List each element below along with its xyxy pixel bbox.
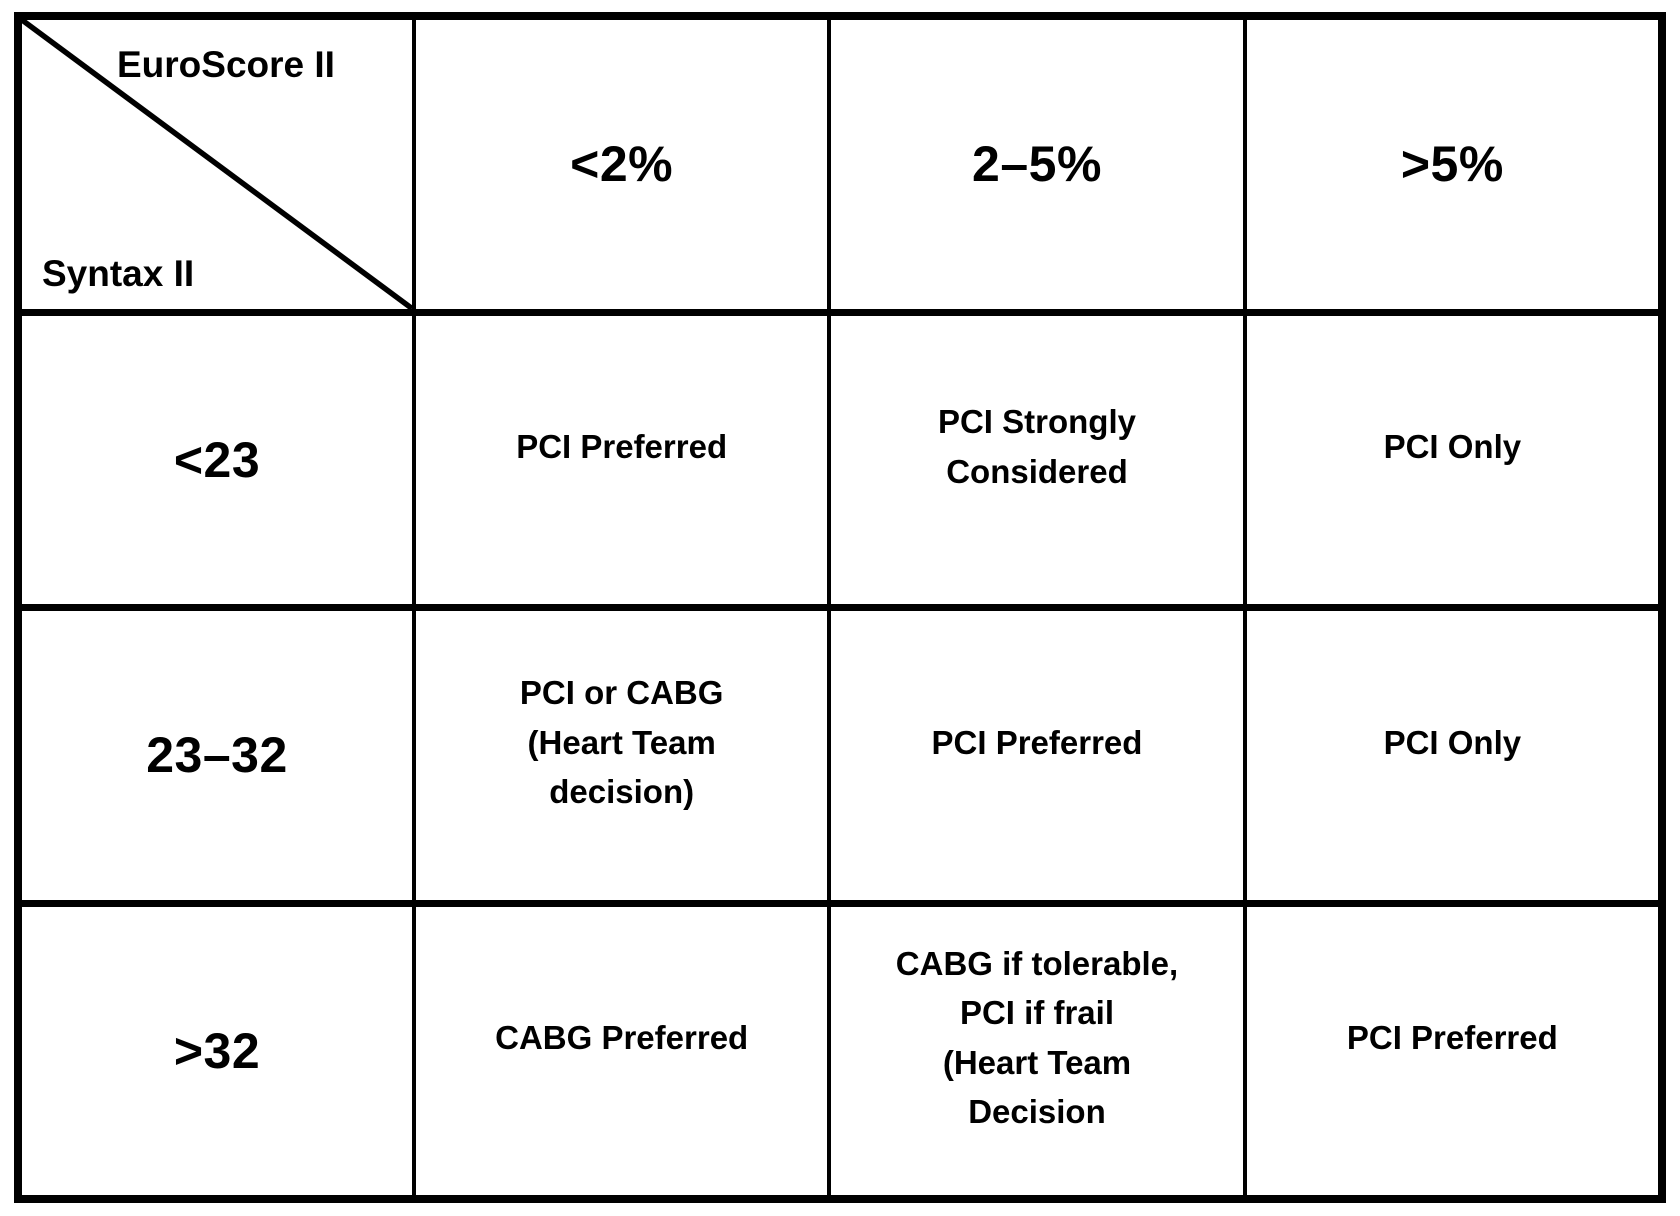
decision-cell-r3c3: PCI Preferred [1246,906,1658,1195]
column-header-2to5pct: 2–5% [831,20,1243,309]
column-header-lt2pct: <2% [416,20,828,309]
row-axis-title: Syntax II [42,252,195,294]
corner-cell: EuroScore II Syntax II [22,20,412,309]
decision-matrix-table: EuroScore II Syntax II <2% 2–5% >5% <23 … [14,12,1666,1203]
decision-cell-r2c2: PCI Preferred [831,611,1243,900]
decision-cell-r2c3: PCI Only [1246,611,1658,900]
row-header-lt23: <23 [22,315,412,604]
column-header-gt5pct: >5% [1246,20,1658,309]
decision-cell-r1c2: PCI Strongly Considered [831,315,1243,604]
column-axis-title: EuroScore II [117,44,335,85]
decision-cell-r1c1: PCI Preferred [416,315,828,604]
decision-cell-r2c1: PCI or CABG (Heart Team decision) [416,611,828,900]
diagonal-divider-line [22,20,412,309]
decision-cell-r1c3: PCI Only [1246,315,1658,604]
decision-cell-r3c2: CABG if tolerable, PCI if frail (Heart T… [831,906,1243,1195]
row-header-23to32: 23–32 [22,611,412,900]
decision-cell-r3c1: CABG Preferred [416,906,828,1195]
row-header-gt32: >32 [22,906,412,1195]
